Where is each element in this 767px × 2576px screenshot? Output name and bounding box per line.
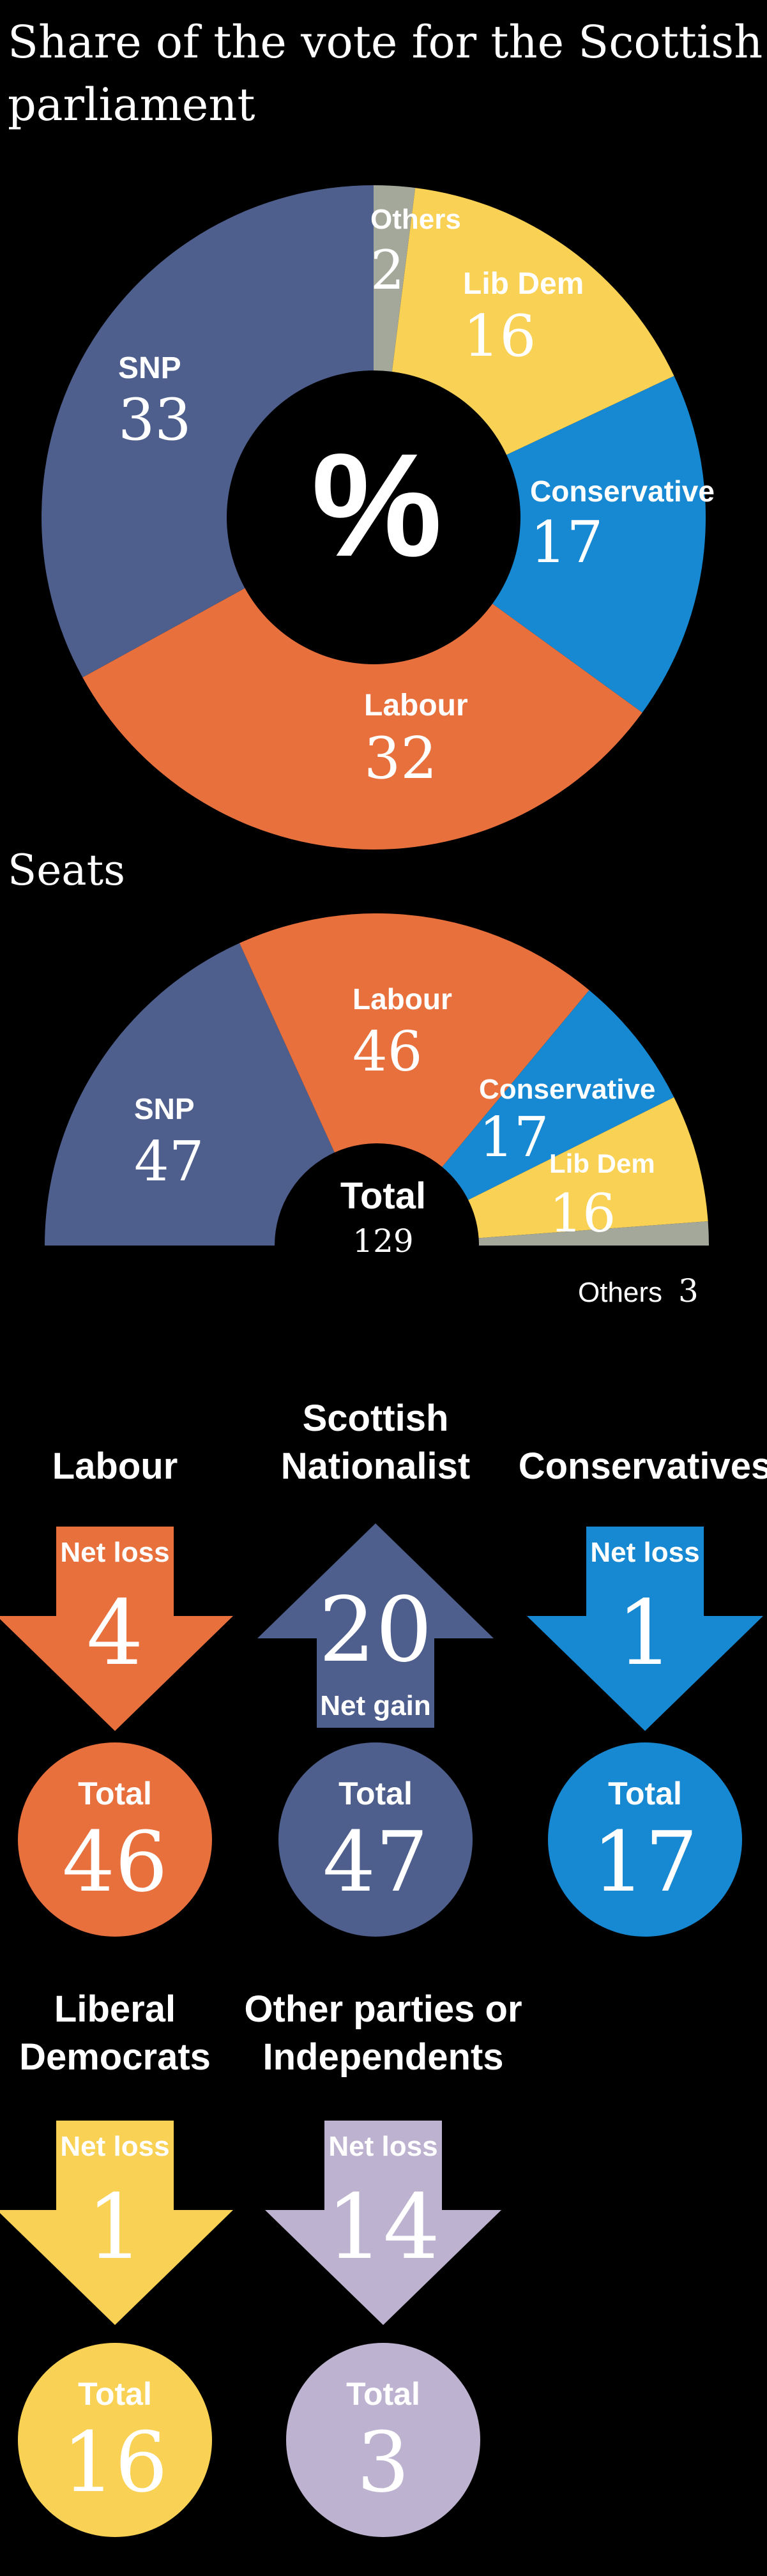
total-circle <box>286 2343 480 2537</box>
change-value: 14 <box>326 2176 440 2280</box>
change-value: 20 <box>319 1578 432 1682</box>
party-panel-other-parties-or-independents: Other parties or Independents Net loss 14 To… <box>244 1988 522 2537</box>
party-name: Liberal <box>54 1988 176 2030</box>
change-label: Net loss <box>590 1537 699 1568</box>
down-arrow-icon <box>0 1527 233 1731</box>
total-label: Total <box>78 1776 152 1811</box>
down-arrow-icon <box>527 1527 763 1731</box>
seat-label-conservative: Conservative <box>479 1074 655 1105</box>
change-value: 1 <box>616 1581 673 1686</box>
seat-value-conservative: 17 <box>479 1106 549 1170</box>
seat-value-lib-dem: 16 <box>549 1184 616 1244</box>
seat-value-others: 3 <box>678 1272 699 1309</box>
seats-total-label: Total <box>340 1175 426 1217</box>
party-name: Conservatives <box>519 1445 767 1487</box>
seat-value-labour: 46 <box>353 1020 422 1084</box>
vote-slice-others <box>374 185 416 372</box>
party-name: Democrats <box>19 2036 211 2078</box>
seat-label-snp: SNP <box>134 1092 195 1125</box>
vote-label-others: Others <box>370 204 461 235</box>
seat-label-lib-dem: Lib Dem <box>549 1148 655 1178</box>
vote-value-labour: 32 <box>364 725 437 792</box>
total-circle <box>18 2343 212 2537</box>
total-label: Total <box>346 2376 420 2412</box>
total-value: 17 <box>592 1813 697 1910</box>
seats-total-value: 129 <box>353 1223 413 1260</box>
vote-label-labour: Labour <box>364 689 468 722</box>
vote-slice-snp <box>41 185 374 678</box>
seat-slice-snp <box>45 943 335 1246</box>
change-label: Net gain <box>320 1690 431 1721</box>
party-name: Other parties or <box>244 1988 522 2030</box>
change-label: Net loss <box>60 2131 169 2162</box>
total-value: 16 <box>62 2414 167 2511</box>
vote-value-conservative: 17 <box>530 509 604 576</box>
vote-label-snp: SNP <box>118 351 181 385</box>
total-circle <box>18 1742 212 1937</box>
page-title-line-1: Share of the vote for the Scottish <box>8 16 763 68</box>
seat-label-labour: Labour <box>353 982 452 1016</box>
total-value: 3 <box>357 2414 410 2511</box>
vote-value-lib-dem: 16 <box>463 303 536 370</box>
seat-slice-labour <box>239 913 589 1168</box>
seat-value-snp: 47 <box>134 1130 204 1194</box>
change-label: Net loss <box>328 2131 437 2162</box>
vote-label-conservative: Conservative <box>530 475 715 508</box>
vote-slice-labour <box>82 588 642 850</box>
total-label: Total <box>608 1776 682 1811</box>
vote-value-others: 2 <box>370 239 404 301</box>
party-name: Scottish <box>303 1398 449 1439</box>
vote-slice-conservative <box>492 376 706 713</box>
seat-slice-others <box>478 1221 709 1246</box>
total-value: 46 <box>62 1813 167 1910</box>
down-arrow-icon <box>0 2121 233 2325</box>
seat-slice-lib-dem <box>468 1097 708 1238</box>
vote-value-snp: 33 <box>118 386 192 453</box>
seats-title: Seats <box>8 846 125 895</box>
party-name: Labour <box>52 1445 178 1487</box>
total-label: Total <box>78 2376 152 2412</box>
party-name: Nationalist <box>281 1445 471 1487</box>
total-circle <box>278 1742 473 1937</box>
change-value: 4 <box>86 1581 143 1686</box>
total-circle <box>548 1742 742 1937</box>
up-arrow-icon <box>257 1523 494 1728</box>
seat-label-others: Others <box>578 1277 662 1308</box>
vote-label-lib-dem: Lib Dem <box>463 267 584 301</box>
total-label: Total <box>338 1776 413 1811</box>
total-value: 47 <box>323 1813 428 1910</box>
party-name: Independents <box>262 2036 503 2078</box>
vote-slice-lib-dem <box>391 188 674 455</box>
change-label: Net loss <box>60 1537 169 1568</box>
down-arrow-icon <box>265 2121 501 2325</box>
change-value: 1 <box>86 2176 143 2280</box>
vote-center-symbol: % <box>312 423 443 587</box>
page-title-line-2: parliament <box>8 79 255 131</box>
seat-slice-conservative <box>442 990 674 1200</box>
